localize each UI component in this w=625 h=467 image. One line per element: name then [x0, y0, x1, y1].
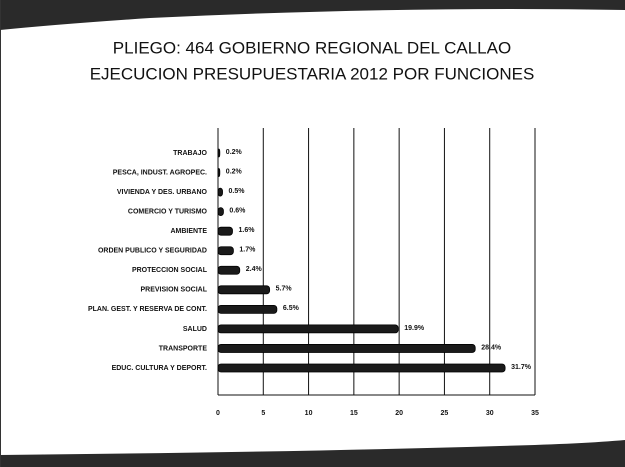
value-label: 0.5%: [229, 188, 246, 195]
bar: [217, 265, 241, 275]
category-label: SALUD: [183, 326, 207, 333]
bar: [217, 148, 221, 158]
category-label: TRANSPORTE: [159, 345, 208, 352]
category-label: TRABAJO: [173, 150, 207, 157]
value-label: 31.7%: [511, 364, 532, 371]
x-tick-label: 25: [441, 410, 449, 417]
bar: [217, 324, 399, 334]
bar: [217, 207, 224, 217]
bar: [217, 246, 234, 256]
bar: [217, 168, 221, 177]
bar: [217, 304, 278, 314]
bar: [217, 344, 476, 353]
bar: [217, 363, 506, 373]
value-label: 19.9%: [404, 325, 425, 332]
value-label: 6.5%: [283, 305, 300, 312]
category-label: PROTECCION SOCIAL: [132, 267, 208, 274]
category-label: PREVISION SOCIAL: [140, 287, 207, 294]
x-tick-label: 5: [261, 410, 265, 417]
chart-subtitle: EJECUCION PRESUPUESTARIA 2012 POR FUNCIO…: [90, 64, 535, 83]
x-tick-label: 35: [531, 410, 539, 417]
value-label: 2.4%: [246, 266, 263, 273]
category-label: VIVIENDA Y DES. URBANO: [117, 189, 208, 196]
value-label: 1.7%: [239, 247, 256, 254]
x-tick-label: 20: [395, 410, 403, 417]
value-label: 0.2%: [226, 168, 243, 175]
header-banner: [0, 0, 625, 30]
value-label: 5.7%: [276, 286, 293, 293]
category-label: EDUC. CULTURA Y DEPORT.: [112, 365, 207, 372]
value-label: 0.6%: [229, 207, 246, 214]
x-tick-label: 10: [305, 410, 313, 417]
category-label: PESCA, INDUST. AGROPEC.: [113, 169, 207, 176]
value-label: 1.6%: [238, 227, 255, 234]
value-label: 28.4%: [481, 344, 502, 351]
footer-banner: [0, 440, 625, 467]
category-label: ORDEN PUBLICO Y SEGURIDAD: [98, 248, 207, 255]
bar: [217, 285, 271, 295]
x-tick-label: 0: [216, 410, 220, 417]
value-label: 0.2%: [226, 149, 243, 156]
x-tick-label: 15: [350, 410, 358, 417]
chart-title: PLIEGO: 464 GOBIERNO REGIONAL DEL CALLAO: [113, 38, 511, 57]
bar: [217, 187, 223, 197]
bar: [217, 226, 233, 236]
x-tick-label: 30: [486, 410, 494, 417]
category-label: PLAN. GEST. Y RESERVA DE CONT.: [88, 306, 207, 313]
category-label: AMBIENTE: [170, 228, 207, 235]
category-label: COMERCIO Y TURISMO: [128, 208, 208, 215]
